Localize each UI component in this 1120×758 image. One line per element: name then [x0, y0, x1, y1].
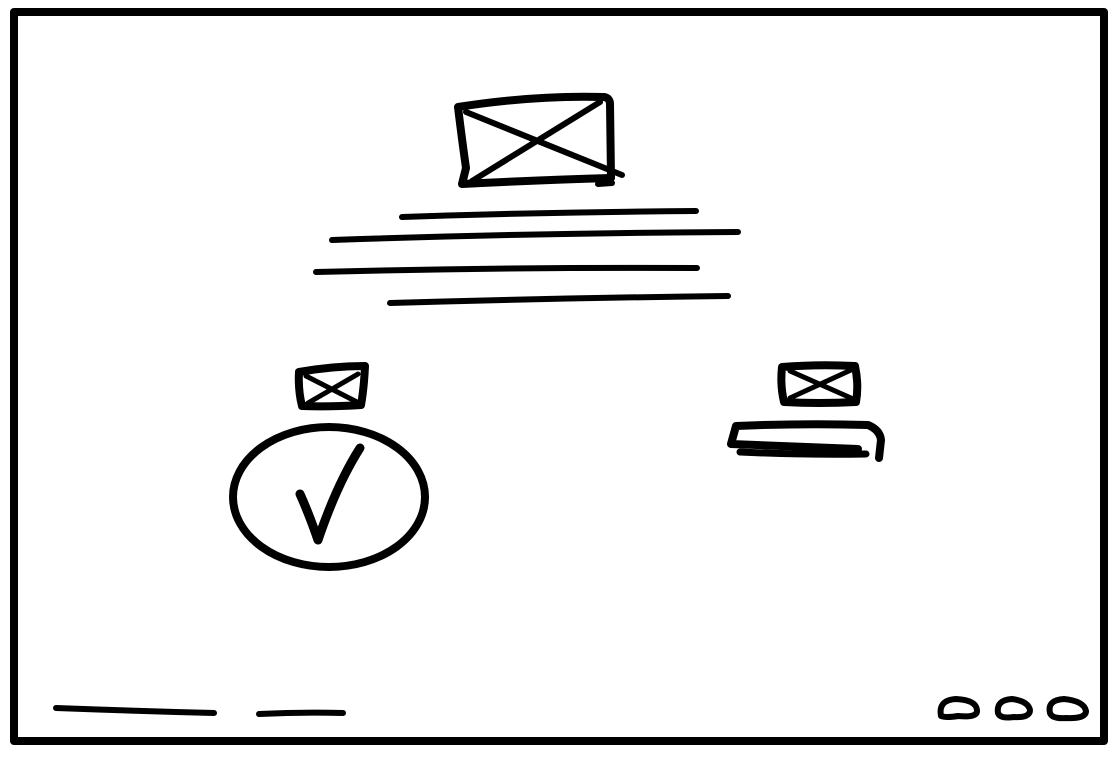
- pagination-dot[interactable]: [937, 696, 980, 720]
- screen-frame: [10, 8, 1108, 745]
- input-field[interactable]: [727, 420, 885, 462]
- checkmark-icon: [295, 443, 365, 545]
- hero-image-tail: [595, 180, 615, 187]
- pagination-dot[interactable]: [1046, 696, 1089, 722]
- hero-text-block: [313, 208, 741, 306]
- hero-text-line: [329, 229, 741, 243]
- footer-text: [53, 705, 346, 717]
- input-field-underline: [736, 448, 870, 458]
- left-column: [229, 362, 429, 571]
- footer-link[interactable]: [256, 709, 346, 717]
- hero-image-cross: [463, 99, 625, 184]
- right-column: [727, 361, 885, 462]
- hero-text-line: [399, 208, 699, 220]
- hero-text-line: [387, 293, 731, 306]
- hero-text-line: [313, 264, 700, 275]
- right-image-cross: [787, 367, 854, 401]
- right-image-placeholder: [777, 361, 862, 407]
- pagination: [937, 696, 1089, 722]
- pagination-dot[interactable]: [994, 696, 1033, 721]
- footer-link[interactable]: [53, 705, 217, 716]
- hero-image-placeholder: [454, 92, 625, 188]
- checkmark-circle-icon[interactable]: [229, 423, 429, 571]
- hero-image-frame: [454, 92, 615, 188]
- left-image-cross: [303, 371, 361, 406]
- left-image-placeholder: [294, 362, 369, 411]
